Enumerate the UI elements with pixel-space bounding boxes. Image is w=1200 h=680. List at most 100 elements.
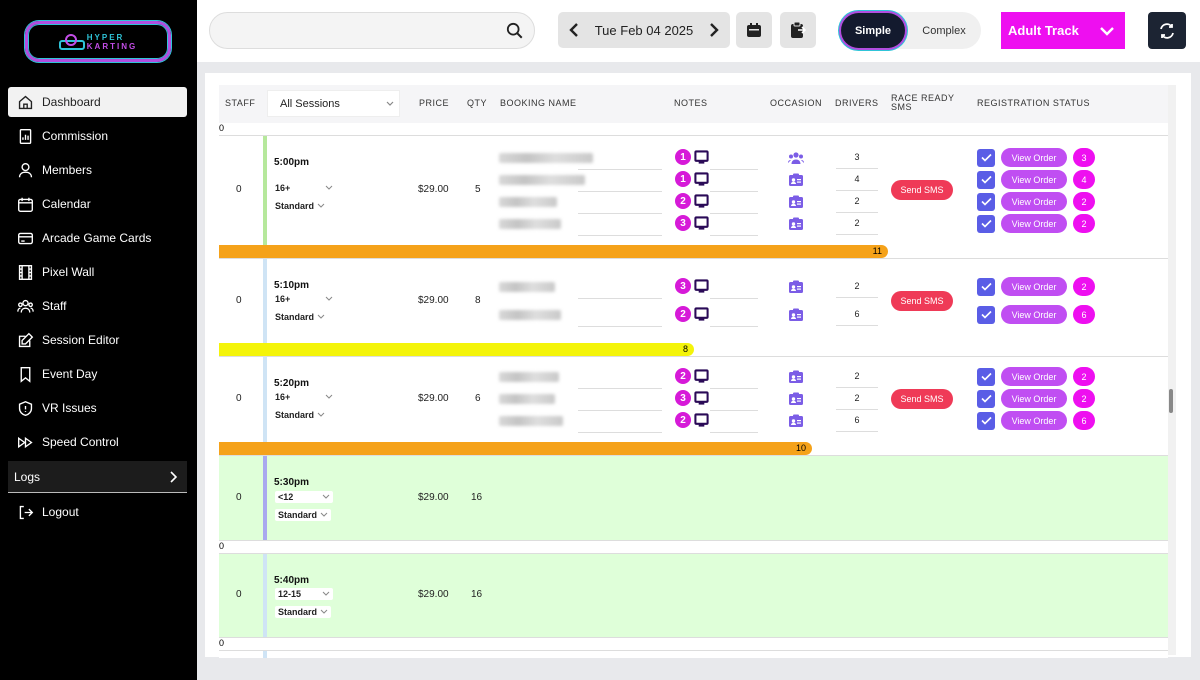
sidebar-item-speed-control[interactable]: Speed Control: [8, 427, 187, 457]
registration-checkbox[interactable]: [977, 148, 995, 167]
sidebar-item-members[interactable]: Members: [8, 155, 187, 185]
view-order-button[interactable]: View Order: [1001, 148, 1067, 167]
drivers-count[interactable]: 3: [836, 147, 878, 169]
booking-name-redacted[interactable]: [499, 372, 559, 382]
sidebar-item-calendar[interactable]: Calendar: [8, 189, 187, 219]
drivers-count[interactable]: 2: [836, 366, 878, 388]
booking-name-redacted[interactable]: [499, 153, 593, 163]
header-qty: QTY: [467, 98, 488, 108]
view-order-button[interactable]: View Order: [1001, 389, 1067, 408]
drivers-count[interactable]: 6: [836, 410, 878, 432]
chevron-left-icon: [569, 23, 578, 37]
registration-checkbox[interactable]: [977, 367, 995, 386]
type-select[interactable]: Standard: [275, 312, 325, 322]
notes-indicator[interactable]: 3: [675, 390, 709, 406]
sidebar-item-staff[interactable]: Staff: [8, 291, 187, 321]
booking-name-underline: [578, 410, 662, 411]
view-order-button[interactable]: View Order: [1001, 367, 1067, 386]
calendar-button[interactable]: [736, 12, 772, 48]
registration-checkbox[interactable]: [977, 411, 995, 430]
view-order-button[interactable]: View Order: [1001, 277, 1067, 296]
send-sms-button[interactable]: Send SMS: [891, 389, 953, 409]
sidebar-item-vr-issues[interactable]: VR Issues: [8, 393, 187, 423]
registration-checkbox[interactable]: [977, 214, 995, 233]
send-sms-button[interactable]: Send SMS: [891, 180, 953, 200]
send-sms-button[interactable]: Send SMS: [891, 290, 953, 311]
booking-name-redacted[interactable]: [499, 175, 585, 185]
notes-indicator[interactable]: 2: [675, 368, 709, 384]
clipboard-icon: [791, 21, 806, 38]
clipboard-button[interactable]: [780, 12, 816, 48]
sidebar-item-session-editor[interactable]: Session Editor: [8, 325, 187, 355]
notes-indicator[interactable]: 3: [675, 278, 709, 294]
registration-checkbox[interactable]: [977, 305, 995, 324]
hyper-karting-logo[interactable]: HYPER KARTING: [25, 21, 171, 62]
notes-indicator[interactable]: 2: [675, 412, 709, 428]
view-order-button[interactable]: View Order: [1001, 305, 1067, 324]
monitor-icon: [694, 306, 709, 321]
notes-indicator[interactable]: 1: [675, 171, 709, 187]
age-select[interactable]: 16+: [275, 294, 333, 304]
prev-day-button[interactable]: [564, 20, 584, 40]
next-day-button[interactable]: [704, 20, 724, 40]
drivers-count[interactable]: 2: [836, 276, 878, 298]
toggle-simple[interactable]: Simple: [841, 13, 905, 48]
sidebar-item-arcade-game-cards[interactable]: Arcade Game Cards: [8, 223, 187, 253]
sidebar-item-logout[interactable]: Logout: [8, 498, 187, 526]
type-select[interactable]: Standard: [275, 606, 332, 618]
booking-name-redacted[interactable]: [499, 197, 557, 207]
search-input[interactable]: [222, 21, 502, 41]
age-select[interactable]: 16+: [275, 183, 333, 193]
drivers-count[interactable]: 6: [836, 304, 878, 326]
registration-checkbox[interactable]: [977, 192, 995, 211]
notes-indicator[interactable]: 3: [675, 215, 709, 231]
sidebar-item-event-day[interactable]: Event Day: [8, 359, 187, 389]
registration-checkbox[interactable]: [977, 389, 995, 408]
sidebar-item-dashboard[interactable]: Dashboard: [8, 87, 187, 117]
notes-underline: [710, 235, 758, 236]
notes-indicator[interactable]: 2: [675, 306, 709, 322]
chevron-down-icon: [317, 203, 325, 208]
drivers-count[interactable]: 2: [836, 191, 878, 213]
type-select[interactable]: Standard: [275, 410, 325, 420]
track-selector[interactable]: Adult Track: [1001, 12, 1125, 49]
booking-name-redacted[interactable]: [499, 310, 561, 320]
drivers-count[interactable]: 2: [836, 213, 878, 235]
sidebar-item-commission[interactable]: Commission: [8, 121, 187, 151]
current-date[interactable]: Tue Feb 04 2025: [594, 22, 694, 38]
booking-name-redacted[interactable]: [499, 394, 555, 404]
sidebar-logs-toggle[interactable]: Logs: [8, 461, 187, 493]
type-select[interactable]: Standard: [275, 201, 325, 211]
age-select[interactable]: 16+: [275, 392, 333, 402]
session-qty: 16: [471, 491, 483, 503]
view-order-button[interactable]: View Order: [1001, 214, 1067, 233]
refresh-button[interactable]: [1148, 12, 1186, 49]
booking-name-redacted[interactable]: [499, 416, 563, 426]
drivers-count[interactable]: 2: [836, 388, 878, 410]
view-order-button[interactable]: View Order: [1001, 170, 1067, 189]
registration-checkbox[interactable]: [977, 277, 995, 296]
registration-checkbox[interactable]: [977, 170, 995, 189]
type-select[interactable]: Standard: [275, 508, 332, 521]
session-filter-select[interactable]: All Sessions: [267, 90, 400, 117]
booking-name-redacted[interactable]: [499, 219, 561, 229]
notes-indicator[interactable]: 2: [675, 193, 709, 209]
notes-indicator[interactable]: 1: [675, 149, 709, 165]
session-qty: 6: [475, 393, 481, 404]
check-icon: [980, 416, 992, 425]
view-order-button[interactable]: View Order: [1001, 411, 1067, 430]
search-icon[interactable]: [506, 22, 524, 40]
session-time: 5:00pm: [274, 157, 310, 168]
table-scrollbar[interactable]: [1168, 85, 1176, 655]
booking-name-redacted[interactable]: [499, 282, 555, 292]
age-select[interactable]: <12: [275, 490, 333, 503]
view-order-button[interactable]: View Order: [1001, 192, 1067, 211]
drivers-count[interactable]: 4: [836, 169, 878, 191]
toggle-complex[interactable]: Complex: [922, 24, 966, 37]
check-icon: [980, 219, 992, 228]
age-select[interactable]: 12-15: [275, 588, 333, 600]
sidebar-item-pixel-wall[interactable]: Pixel Wall: [8, 257, 187, 287]
registration-count-badge: 6: [1073, 305, 1095, 324]
scrollbar-thumb[interactable]: [1169, 389, 1173, 413]
age-value: <12: [278, 491, 294, 502]
